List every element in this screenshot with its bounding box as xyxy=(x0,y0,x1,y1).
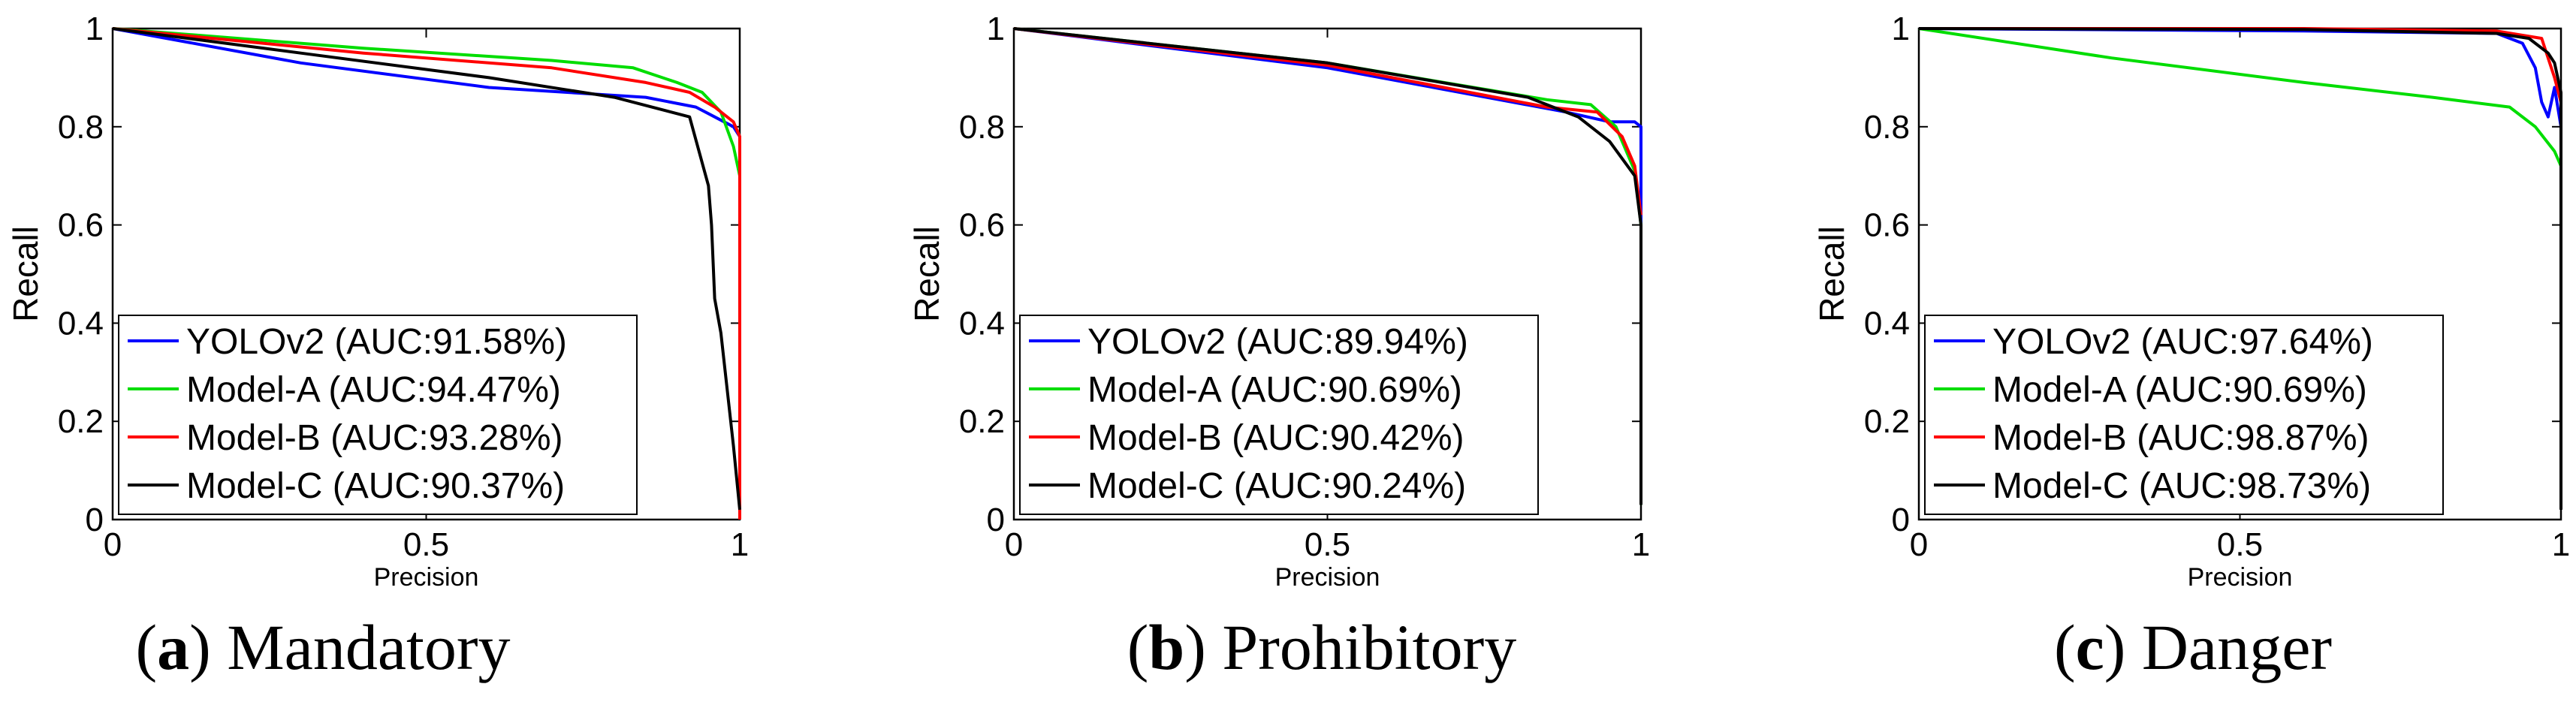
x-tick-label: 0 xyxy=(1005,526,1023,563)
caption-letter: c xyxy=(2075,611,2104,683)
x-tick-label: 0.5 xyxy=(1305,526,1350,563)
caption-title: Danger xyxy=(2141,611,2333,683)
series-line-4 xyxy=(1013,27,1642,505)
caption-paren: ) xyxy=(189,611,228,683)
x-axis-label: Precision xyxy=(1275,563,1380,592)
series-line-1 xyxy=(1918,27,2562,324)
series-line-2 xyxy=(112,27,741,206)
series-line-4 xyxy=(112,27,741,511)
y-tick-label: 0.2 xyxy=(58,403,104,440)
y-tick-label: 1 xyxy=(987,11,1005,47)
legend-entry: Model-C (AUC:98.73%) xyxy=(1992,466,2371,506)
panel-caption: (b) Prohibitory xyxy=(1127,610,1516,685)
caption-paren: ) xyxy=(2104,611,2142,683)
legend-entry: Model-C (AUC:90.37%) xyxy=(186,466,565,506)
y-tick-label: 0.6 xyxy=(58,207,104,244)
series-line-4 xyxy=(1918,27,2562,510)
legend-entry: YOLOv2 (AUC:91.58%) xyxy=(186,322,567,362)
y-tick-label: 0.4 xyxy=(1864,305,1910,342)
x-tick-label: 0.5 xyxy=(403,526,449,563)
y-axis-label: Recall xyxy=(6,226,45,322)
legend-entry: Model-B (AUC:90.42%) xyxy=(1087,418,1464,458)
y-tick-label: 1 xyxy=(1892,11,1910,47)
y-tick-label: 0.6 xyxy=(959,207,1005,244)
x-tick-label: 0.5 xyxy=(2217,526,2263,563)
caption-paren: ( xyxy=(2053,611,2076,683)
legend-box xyxy=(118,315,638,515)
x-tick-label: 1 xyxy=(1632,526,1650,563)
chart-panel-b: 0 0.2 0.4 0.6 0.8 1 0 0.5 1 Precision Recall YOLOv2… xyxy=(907,11,1650,592)
x-axis-label: Precision xyxy=(2188,563,2293,592)
y-tick-label: 0.2 xyxy=(1864,403,1910,440)
y-tick-label: 0 xyxy=(987,502,1005,538)
x-axis-label: Precision xyxy=(374,563,479,592)
y-tick-label: 0.2 xyxy=(959,403,1005,440)
caption-title: Mandatory xyxy=(227,611,511,683)
legend-entry: Model-B (AUC:98.87%) xyxy=(1992,418,2369,458)
legend-box xyxy=(1019,315,1539,515)
y-tick-label: 0.4 xyxy=(959,305,1005,342)
y-tick-label: 0.4 xyxy=(58,305,104,342)
caption-title: Prohibitory xyxy=(1222,611,1517,683)
caption-paren: ( xyxy=(135,611,158,683)
y-tick-label: 0 xyxy=(1892,502,1910,538)
caption-letter: a xyxy=(157,611,190,683)
y-axis-label: Recall xyxy=(907,226,946,322)
y-tick-label: 0.8 xyxy=(1864,109,1910,146)
series-line-2 xyxy=(1918,27,2562,167)
caption-paren: ) xyxy=(1184,611,1223,683)
legend-entry: YOLOv2 (AUC:89.94%) xyxy=(1087,322,1468,362)
legend-entry: Model-B (AUC:93.28%) xyxy=(186,418,563,458)
caption-paren: ( xyxy=(1127,611,1149,683)
y-axis-label: Recall xyxy=(1812,226,1851,322)
y-tick-label: 1 xyxy=(86,11,104,47)
x-tick-label: 1 xyxy=(731,526,749,563)
legend-entry: Model-A (AUC:90.69%) xyxy=(1087,370,1462,410)
y-tick-label: 0 xyxy=(86,502,104,538)
x-tick-label: 0 xyxy=(104,526,122,563)
x-tick-label: 0 xyxy=(1910,526,1928,563)
y-tick-label: 0.8 xyxy=(58,109,104,146)
legend-entry: Model-A (AUC:94.47%) xyxy=(186,370,561,410)
legend-entry: YOLOv2 (AUC:97.64%) xyxy=(1992,322,2373,362)
series-line-3 xyxy=(1013,27,1642,215)
caption-letter: b xyxy=(1148,611,1185,683)
legend-box xyxy=(1924,315,2444,515)
y-tick-label: 0.8 xyxy=(959,109,1005,146)
x-tick-label: 1 xyxy=(2552,526,2570,563)
legend-entry: Model-A (AUC:90.69%) xyxy=(1992,370,2367,410)
series-line-3 xyxy=(112,27,741,520)
panel-caption: (a) Mandatory xyxy=(135,610,510,685)
panel-caption: (c) Danger xyxy=(2054,610,2332,685)
legend-entry: Model-C (AUC:90.24%) xyxy=(1087,466,1466,506)
chart-panel-a: 0 0.2 0.4 0.6 0.8 1 0 0.5 1 Precision Recall YOLOv2… xyxy=(6,11,749,592)
chart-panel-c: 0 0.2 0.4 0.6 0.8 1 0 0.5 1 Precision Recall YOLOv2… xyxy=(1812,11,2570,592)
y-tick-label: 0.6 xyxy=(1864,207,1910,244)
